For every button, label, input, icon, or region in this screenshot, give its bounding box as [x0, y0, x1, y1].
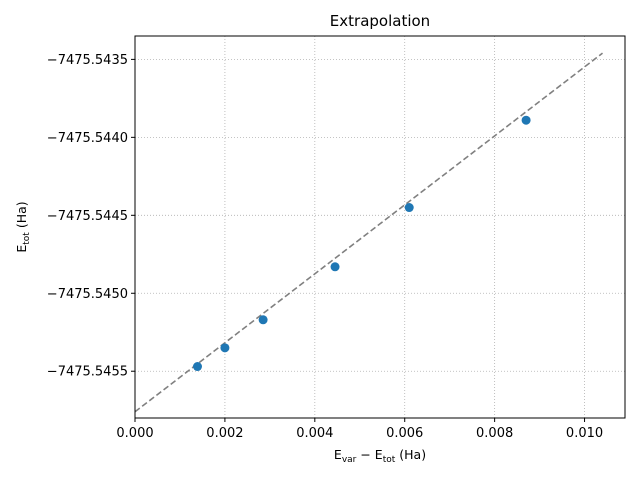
data-point — [521, 115, 531, 125]
y-label-unit: (Ha) — [14, 201, 29, 232]
y-tick-label: −7475.5440 — [47, 131, 128, 146]
x-label-main: E — [334, 447, 342, 462]
y-tick-label: −7475.5445 — [47, 209, 128, 224]
x-tick-label: 0.002 — [206, 426, 243, 441]
y-tick-label: −7475.5450 — [47, 287, 128, 302]
data-point — [192, 362, 202, 372]
y-label-sub: tot — [22, 232, 32, 245]
chart-title: Extrapolation — [330, 12, 430, 30]
x-label-sub1: var — [342, 455, 357, 465]
axes-frame — [134, 35, 626, 419]
data-point — [404, 203, 414, 213]
x-tick-label: 0.006 — [386, 426, 423, 441]
fit-line — [134, 52, 604, 413]
ticks-layer: 0.000 0.002 0.004 0.006 0.008 0.010 −7475.5455… — [47, 53, 603, 441]
data-point — [330, 262, 340, 272]
fit-line-layer — [134, 52, 604, 413]
y-label-main: E — [14, 245, 29, 253]
data-points-layer — [192, 115, 531, 372]
data-point — [220, 343, 230, 353]
x-label-sub2: tot — [383, 455, 396, 465]
x-label-unit: (Ha) — [395, 447, 426, 462]
y-tick-label: −7475.5455 — [47, 365, 128, 380]
data-point — [258, 315, 268, 325]
x-axis-label: Evar − Etot (Ha) — [334, 447, 426, 465]
grid-layer — [134, 36, 625, 418]
x-tick-label: 0.010 — [566, 426, 603, 441]
x-label-mid: − E — [356, 447, 382, 462]
x-tick-label: 0.004 — [296, 426, 333, 441]
y-tick-label: −7475.5435 — [47, 53, 128, 68]
y-axis-label: Etot (Ha) — [14, 201, 32, 252]
x-tick-label: 0.000 — [116, 426, 153, 441]
x-tick-label: 0.008 — [476, 426, 513, 441]
